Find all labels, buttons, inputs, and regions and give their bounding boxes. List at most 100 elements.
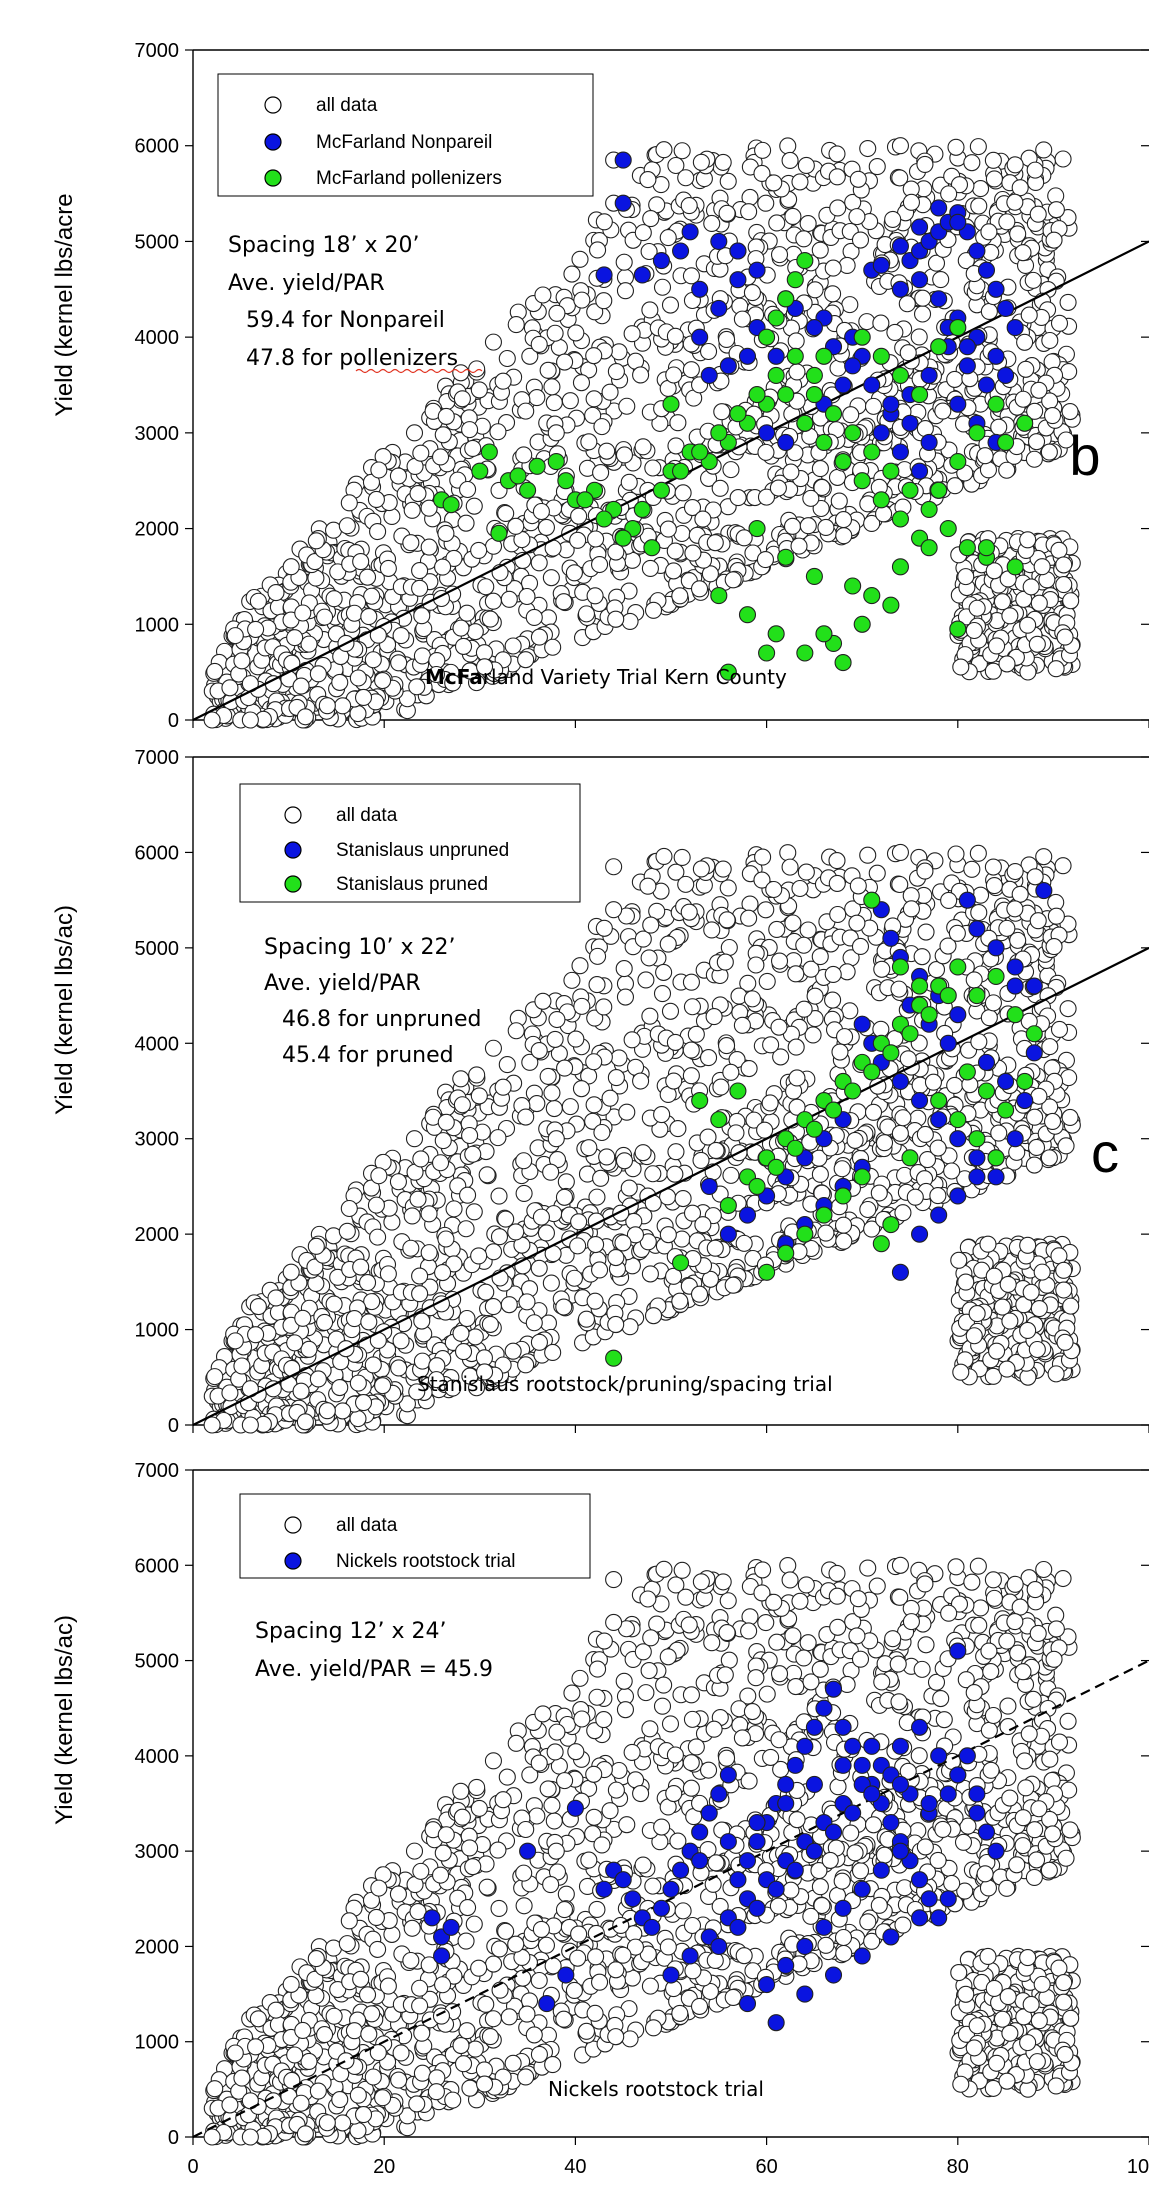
all-data-point (655, 141, 673, 159)
all-data-point (727, 1124, 745, 1142)
all-data-point (848, 208, 866, 226)
series-point (719, 357, 737, 375)
series-point (767, 625, 785, 643)
all-data-point (659, 1226, 677, 1244)
series-point (519, 481, 537, 499)
series-point (1025, 1025, 1043, 1043)
all-data-point (632, 1072, 650, 1090)
all-data-point (504, 1342, 522, 1360)
series-point (662, 395, 680, 413)
all-data-point (537, 1936, 555, 1954)
series-point (891, 558, 909, 576)
y-tick-label: 4000 (135, 1033, 180, 1055)
all-data-point (392, 627, 410, 645)
series-point (652, 481, 670, 499)
all-data-point (677, 169, 695, 187)
series-point (901, 1025, 919, 1043)
series-point (949, 1187, 967, 1205)
series-point (786, 347, 804, 365)
series-point (509, 467, 527, 485)
all-data-point (735, 1234, 753, 1252)
all-data-point (507, 1223, 525, 1241)
all-data-point (770, 246, 789, 264)
all-data-point (799, 921, 817, 939)
series-point (1006, 319, 1024, 337)
all-data-point (770, 952, 789, 970)
all-data-point (1057, 1137, 1075, 1155)
all-data-point (458, 1309, 476, 1328)
all-data-point (758, 1685, 776, 1703)
all-data-point (1050, 1020, 1069, 1039)
all-data-point (824, 991, 842, 1009)
all-data-point (515, 1152, 533, 1170)
all-data-point (477, 578, 495, 596)
series-point (758, 644, 776, 662)
all-data-point (998, 461, 1016, 479)
all-data-point (932, 271, 950, 289)
series-point (815, 625, 833, 643)
all-data-point (1056, 1333, 1074, 1351)
series-point (891, 443, 909, 461)
all-data-point (309, 1370, 327, 1388)
all-data-point (408, 678, 426, 696)
all-data-point (718, 1037, 736, 1055)
series-point (987, 967, 1005, 986)
all-data-point (542, 1163, 560, 1181)
series-point (977, 1082, 996, 1100)
series-point (920, 500, 938, 518)
all-data-point (620, 473, 638, 491)
all-data-point (494, 1078, 512, 1096)
all-data-point (490, 1187, 508, 1205)
all-data-point (1016, 333, 1034, 351)
all-data-point (718, 204, 736, 222)
all-data-point (1025, 450, 1043, 468)
all-data-point (354, 1394, 373, 1412)
all-data-point (740, 909, 758, 927)
all-data-point (390, 1359, 408, 1377)
all-data-point (556, 1059, 574, 1077)
series-point (796, 644, 814, 662)
legend-marker (284, 841, 302, 859)
all-data-point (703, 214, 721, 233)
all-data-point (682, 1041, 700, 1059)
series-point (997, 299, 1015, 317)
series-point (853, 472, 871, 490)
all-data-point (779, 844, 797, 862)
all-data-point (828, 852, 846, 870)
series-point (738, 347, 757, 365)
all-data-point (817, 518, 835, 537)
series-point (853, 615, 871, 633)
all-data-point (952, 658, 970, 676)
all-data-point (370, 1167, 388, 1185)
all-data-point (528, 389, 546, 407)
all-data-point (641, 301, 659, 319)
all-data-point (671, 587, 689, 605)
all-data-point (475, 644, 493, 662)
all-data-point (593, 1123, 611, 1142)
all-data-point (969, 1557, 987, 1575)
all-data-point (659, 520, 677, 538)
all-data-point (547, 1130, 565, 1148)
all-data-point (797, 863, 815, 881)
all-data-point (484, 333, 502, 351)
all-data-point (292, 1382, 310, 1400)
all-data-point (340, 1199, 358, 1218)
all-data-point (518, 1293, 536, 1311)
all-data-point (740, 203, 758, 221)
all-data-point (364, 1356, 382, 1374)
all-data-point (1006, 156, 1024, 174)
all-data-point (952, 1363, 970, 1381)
y-tick-label: 6000 (135, 842, 180, 864)
all-data-point (641, 1007, 659, 1025)
all-data-point (965, 621, 983, 640)
all-data-point (452, 619, 470, 637)
all-data-point (437, 1230, 455, 1248)
series-point (691, 1091, 709, 1110)
all-data-point (349, 669, 367, 687)
all-data-point (673, 848, 691, 866)
all-data-point (998, 213, 1016, 231)
series-point (595, 510, 613, 528)
all-data-point (518, 587, 536, 606)
all-data-point (891, 137, 909, 155)
